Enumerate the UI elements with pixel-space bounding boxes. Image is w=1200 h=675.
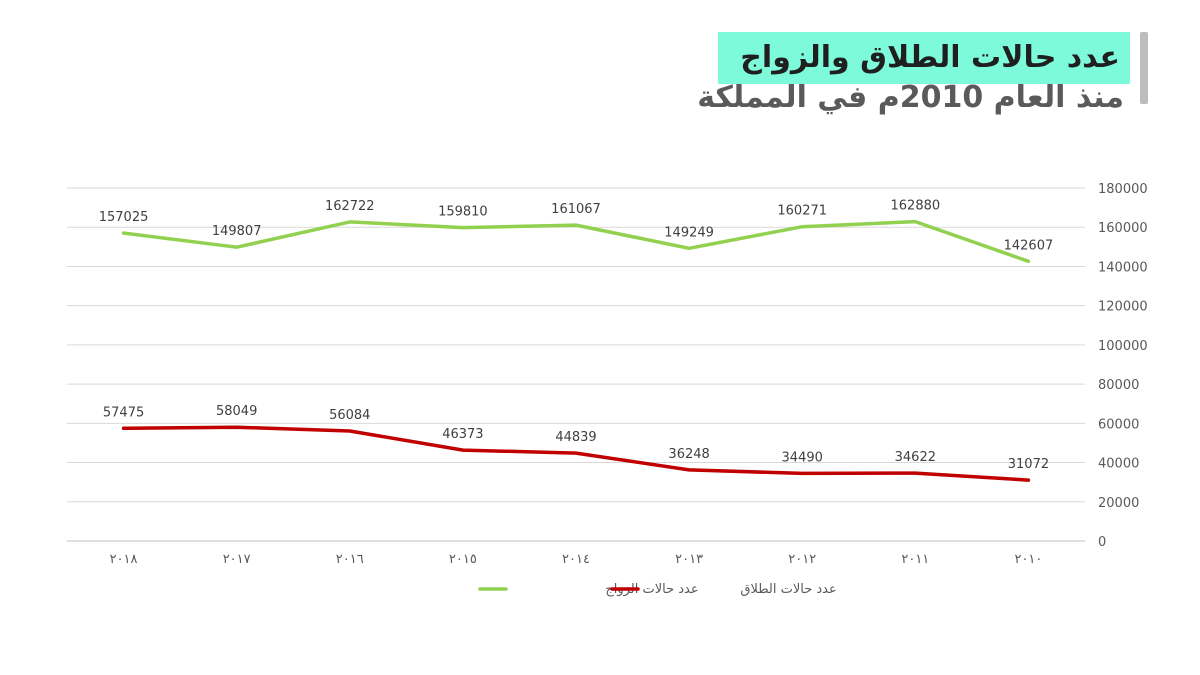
y-tick-label: 180000 [1098,182,1148,197]
y-axis-ticks: 0 20000 40000 60000 80000 100000 120000 140000 1… [1098,182,1148,550]
x-tick-label: ٢٠١٠ [1014,552,1042,567]
data-label: 34490 [782,450,823,465]
data-label: 142607 [1004,238,1054,253]
data-label: 162880 [891,199,941,214]
marriage-series-line [121,219,1031,264]
y-tick-label: 40000 [1098,457,1139,472]
x-axis-ticks: ٢٠١٨ ٢٠١٧ ٢٠١٦ ٢٠١٥ ٢٠١٤ ٢٠١٣ ٢٠١٢ ٢٠١١ ٢٠١٠ [110,552,1043,567]
data-label: 46373 [442,427,483,442]
x-tick-label: ٢٠١٢ [788,552,816,567]
chart-gridlines [67,187,1085,542]
y-tick-label: 0 [1098,535,1106,550]
x-tick-label: ٢٠١٧ [223,552,251,567]
title-accent-bar [1140,32,1148,104]
chart-title-block: عدد حالات الطلاق والزواج منذ العام 2010م… [448,32,1148,115]
data-label: 149807 [212,224,262,239]
x-tick-label: ٢٠١٣ [675,552,703,567]
data-label: 162722 [325,199,375,214]
data-label: 31072 [1008,457,1049,472]
y-tick-label: 60000 [1098,417,1139,432]
chart-title-line2: منذ العام 2010م في المملكة [697,80,1124,115]
chart-legend: عدد حالات الزواج عدد حالات الطلاق [478,582,837,597]
data-label: 34622 [895,450,936,465]
y-tick-label: 100000 [1098,339,1148,354]
y-tick-label: 20000 [1098,496,1139,511]
legend-label: عدد حالات الزواج [605,582,698,597]
chart-title-line1: عدد حالات الطلاق والزواج [718,32,1130,84]
data-label: 161067 [551,202,601,217]
chart-data-labels: 157025 149807 162722 159810 161067 149249 1602… [99,199,1054,472]
x-tick-label: ٢٠١٦ [336,552,364,567]
data-label: 160271 [777,204,827,219]
data-label: 157025 [99,210,149,225]
y-tick-label: 120000 [1098,300,1148,315]
data-label: 149249 [664,225,714,240]
data-label: 58049 [216,404,257,419]
x-tick-label: ٢٠١٥ [449,552,477,567]
x-tick-label: ٢٠١٨ [110,552,138,567]
y-tick-label: 160000 [1098,221,1148,236]
x-tick-label: ٢٠١١ [901,552,929,567]
divorce-series-line [121,425,1031,482]
data-label: 36248 [668,447,709,462]
chart-series-lines [121,219,1031,482]
data-label: 57475 [103,405,144,420]
legend-label: عدد حالات الطلاق [740,582,836,597]
data-label: 56084 [329,408,370,423]
y-tick-label: 140000 [1098,260,1148,275]
x-tick-label: ٢٠١٤ [562,552,590,567]
data-label: 159810 [438,205,488,220]
y-tick-label: 80000 [1098,378,1139,393]
data-label: 44839 [555,430,596,445]
